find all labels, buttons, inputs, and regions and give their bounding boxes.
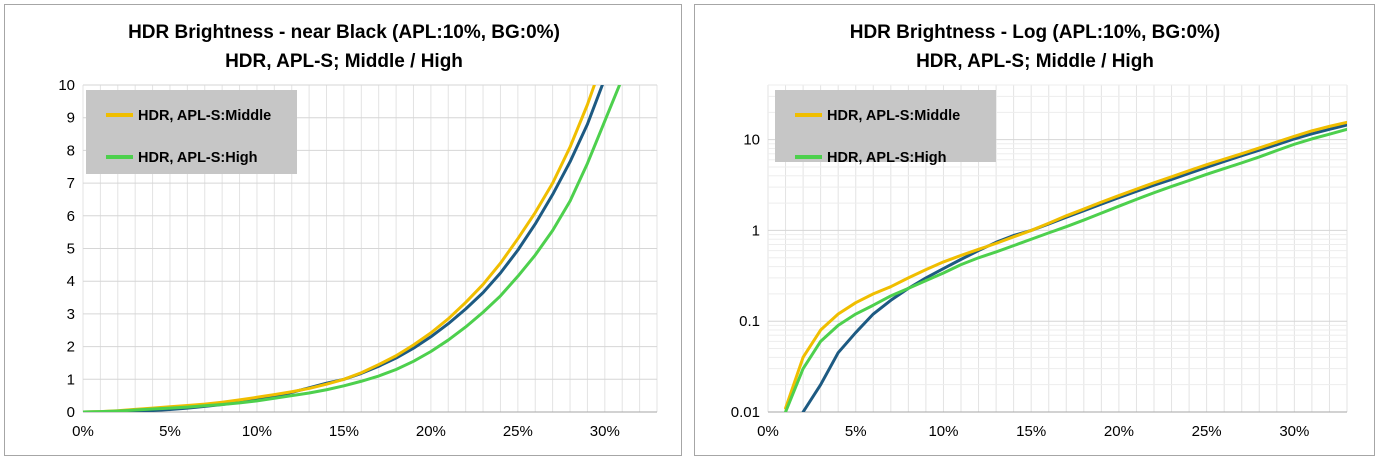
legend: HDR, APL-S:Middle HDR, APL-S:High (775, 90, 996, 166)
chart-title: HDR Brightness - Log (APL:10%, BG:0%) (850, 22, 1221, 43)
x-tick-label: 30% (1279, 423, 1309, 440)
chart-subtitle: HDR, APL-S; Middle / High (225, 51, 463, 72)
series-line-hdr-apl-s-high (83, 85, 622, 412)
y-tick-label: 2 (67, 339, 75, 356)
y-tick-label: 5 (67, 241, 75, 258)
x-tick-label: 5% (845, 423, 867, 440)
legend-box (775, 90, 996, 162)
legend-box (86, 90, 297, 174)
legend-label: HDR, APL-S:High (827, 150, 946, 166)
x-tick-label: 25% (1192, 423, 1222, 440)
x-tick-label: 0% (72, 423, 94, 440)
x-tick-label: 25% (503, 423, 533, 440)
y-tick-label: 6 (67, 208, 75, 225)
y-tick-label: 10 (58, 77, 75, 94)
chart-subtitle: HDR, APL-S; Middle / High (916, 51, 1154, 72)
legend-label: HDR, APL-S:High (138, 150, 257, 166)
x-tick-label: 10% (242, 423, 272, 440)
x-tick-label: 30% (590, 423, 620, 440)
x-tick-label: 0% (757, 423, 779, 440)
y-tick-label: 0.1 (739, 313, 760, 330)
series-lines (83, 85, 622, 412)
legend-label: HDR, APL-S:Middle (138, 108, 271, 124)
y-tick-label: 7 (67, 175, 75, 192)
y-tick-label: 9 (67, 110, 75, 127)
y-tick-label: 8 (67, 142, 75, 159)
x-tick-label: 15% (329, 423, 359, 440)
legend: HDR, APL-S:Middle HDR, APL-S:High (86, 90, 297, 174)
x-tick-label: 15% (1016, 423, 1046, 440)
chart-near-black: HDR Brightness - near Black (APL:10%, BG… (58, 22, 658, 440)
series-line-hdr-apl-s-high (784, 127, 1347, 412)
series-line-hdr-apl-s-middle (784, 120, 1347, 410)
y-tick-label: 10 (743, 132, 760, 149)
y-tick-label: 4 (67, 273, 75, 290)
legend-label: HDR, APL-S:Middle (827, 108, 960, 124)
x-tick-label: 20% (416, 423, 446, 440)
x-tick-label: 10% (928, 423, 958, 440)
y-tick-label: 1 (752, 222, 760, 239)
series-lines (784, 120, 1347, 412)
y-tick-label: 3 (67, 306, 75, 323)
chart-title: HDR Brightness - near Black (APL:10%, BG… (128, 22, 560, 43)
y-tick-label: 0.01 (731, 404, 760, 421)
x-tick-label: 20% (1104, 423, 1134, 440)
chart-panel-near-black: HDR Brightness - near Black (APL:10%, BG… (4, 4, 682, 456)
y-tick-label: 1 (67, 371, 75, 388)
chart-log: HDR Brightness - Log (APL:10%, BG:0%) HD… (731, 22, 1348, 440)
chart-panel-log: HDR Brightness - Log (APL:10%, BG:0%) HD… (694, 4, 1375, 456)
x-tick-label: 5% (159, 423, 181, 440)
y-tick-label: 0 (67, 404, 75, 421)
